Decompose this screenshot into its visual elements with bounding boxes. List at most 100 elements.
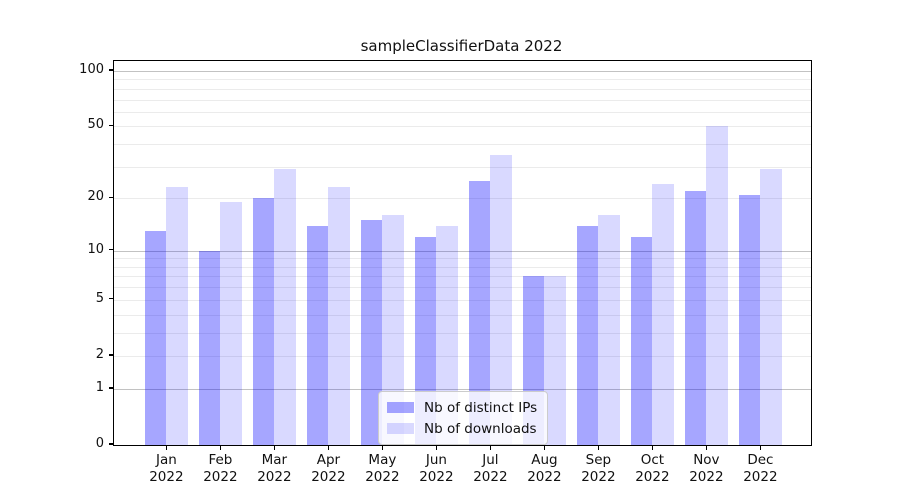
x-tick-month: Apr (316, 452, 341, 468)
gridline-minor (114, 166, 811, 168)
plot-area: Nb of distinct IPs Nb of downloads (113, 60, 812, 446)
gridline-minor (114, 99, 811, 101)
bar-downloads-nov (706, 126, 728, 445)
x-tick-year: 2022 (743, 468, 778, 485)
x-tick-month: Dec (747, 452, 774, 468)
x-tick-mark (705, 445, 708, 450)
legend-swatch (387, 423, 414, 434)
legend-item: Nb of distinct IPs (385, 397, 541, 418)
bar-downloads-jan (166, 187, 188, 445)
x-tick-label-sep: Sep 2022 (566, 452, 630, 485)
y-tick-mark (109, 443, 113, 445)
y-tick-label: 20 (87, 189, 104, 205)
y-tick-mark (109, 354, 113, 356)
x-tick-mark (543, 445, 546, 450)
y-tick-label: 1 (95, 379, 104, 395)
x-tick-month: Mar (261, 452, 288, 468)
gridline-minor (114, 144, 811, 146)
gridline-minor (114, 79, 811, 81)
x-tick-month: Oct (640, 452, 665, 468)
gridline-minor (114, 332, 811, 334)
legend: Nb of distinct IPs Nb of downloads (378, 391, 548, 445)
x-tick-mark (381, 445, 384, 450)
x-tick-label-jun: Jun 2022 (404, 452, 468, 485)
x-tick-mark (165, 445, 168, 450)
x-tick-label-jan: Jan 2022 (134, 452, 198, 485)
bar-downloads-apr (328, 187, 350, 445)
x-tick-year: 2022 (635, 468, 670, 485)
x-tick-month: May (368, 452, 397, 468)
legend-label: Nb of distinct IPs (424, 399, 538, 416)
gridline-major (114, 70, 811, 72)
gridline-minor (114, 355, 811, 357)
y-tick-mark (109, 69, 113, 71)
x-tick-month: Feb (208, 452, 233, 468)
x-tick-year: 2022 (473, 468, 508, 485)
x-tick-mark (651, 445, 654, 450)
x-tick-label-mar: Mar 2022 (242, 452, 306, 485)
x-tick-month: Sep (585, 452, 612, 468)
y-tick-mark (109, 298, 113, 300)
y-tick-mark (109, 124, 113, 127)
y-tick-mark (109, 387, 113, 389)
bar-ips-jul (468, 180, 491, 445)
x-tick-label-oct: Oct 2022 (620, 452, 684, 485)
y-tick-label: 5 (95, 290, 104, 306)
legend-swatch (387, 402, 414, 413)
x-tick-mark (489, 445, 492, 450)
x-tick-mark (219, 445, 222, 450)
bar-ips-apr (306, 225, 329, 445)
bar-ips-sep (576, 225, 599, 445)
x-tick-label-aug: Aug 2022 (512, 452, 576, 485)
gridline-minor (114, 88, 811, 90)
gridline-minor (114, 111, 811, 113)
y-tick-label: 100 (79, 61, 104, 77)
gridline-minor (114, 266, 811, 268)
bar-ips-oct (630, 237, 653, 445)
x-tick-year: 2022 (689, 468, 724, 485)
gridline-major (114, 250, 811, 252)
bar-downloads-feb (220, 202, 242, 445)
x-tick-year: 2022 (257, 468, 292, 485)
bar-downloads-may (382, 215, 404, 445)
legend-item: Nb of downloads (385, 418, 541, 439)
y-tick-mark (109, 248, 113, 251)
x-tick-mark (759, 445, 762, 450)
gridline-minor (114, 314, 811, 316)
bar-downloads-dec (760, 169, 782, 445)
x-tick-year: 2022 (419, 468, 454, 485)
gridline-minor (114, 287, 811, 289)
legend-label: Nb of downloads (424, 420, 537, 437)
y-tick-label: 10 (87, 241, 104, 257)
x-tick-year: 2022 (203, 468, 238, 485)
x-tick-year: 2022 (581, 468, 616, 485)
x-tick-label-may: May 2022 (350, 452, 414, 485)
bar-downloads-sep (598, 215, 620, 445)
y-tick-label: 0 (95, 436, 104, 451)
y-tick-mark (109, 196, 113, 198)
bar-ips-jan (144, 231, 167, 445)
gridline-minor (114, 126, 811, 128)
gridline-minor (114, 198, 811, 200)
x-tick-year: 2022 (365, 468, 400, 485)
bar-downloads-jun (436, 225, 458, 445)
x-tick-mark (435, 445, 438, 450)
x-tick-mark (327, 445, 330, 450)
x-tick-label-nov: Nov 2022 (674, 452, 738, 485)
bar-ips-may (360, 220, 383, 445)
y-tick-label: 2 (95, 346, 104, 362)
x-tick-label-jul: Jul 2022 (458, 452, 522, 485)
x-tick-label-feb: Feb 2022 (188, 452, 252, 485)
bar-downloads-jul (490, 154, 512, 445)
bar-ips-nov (684, 190, 707, 445)
x-tick-label-apr: Apr 2022 (296, 452, 360, 485)
x-tick-mark (597, 445, 600, 450)
x-tick-mark (273, 445, 276, 450)
bar-ips-mar (252, 198, 275, 445)
gridline-major (114, 388, 811, 390)
bar-ips-dec (738, 194, 761, 445)
x-tick-label-dec: Dec 2022 (728, 452, 792, 485)
gridline-minor (114, 276, 811, 278)
x-tick-month: Jan (155, 452, 177, 468)
